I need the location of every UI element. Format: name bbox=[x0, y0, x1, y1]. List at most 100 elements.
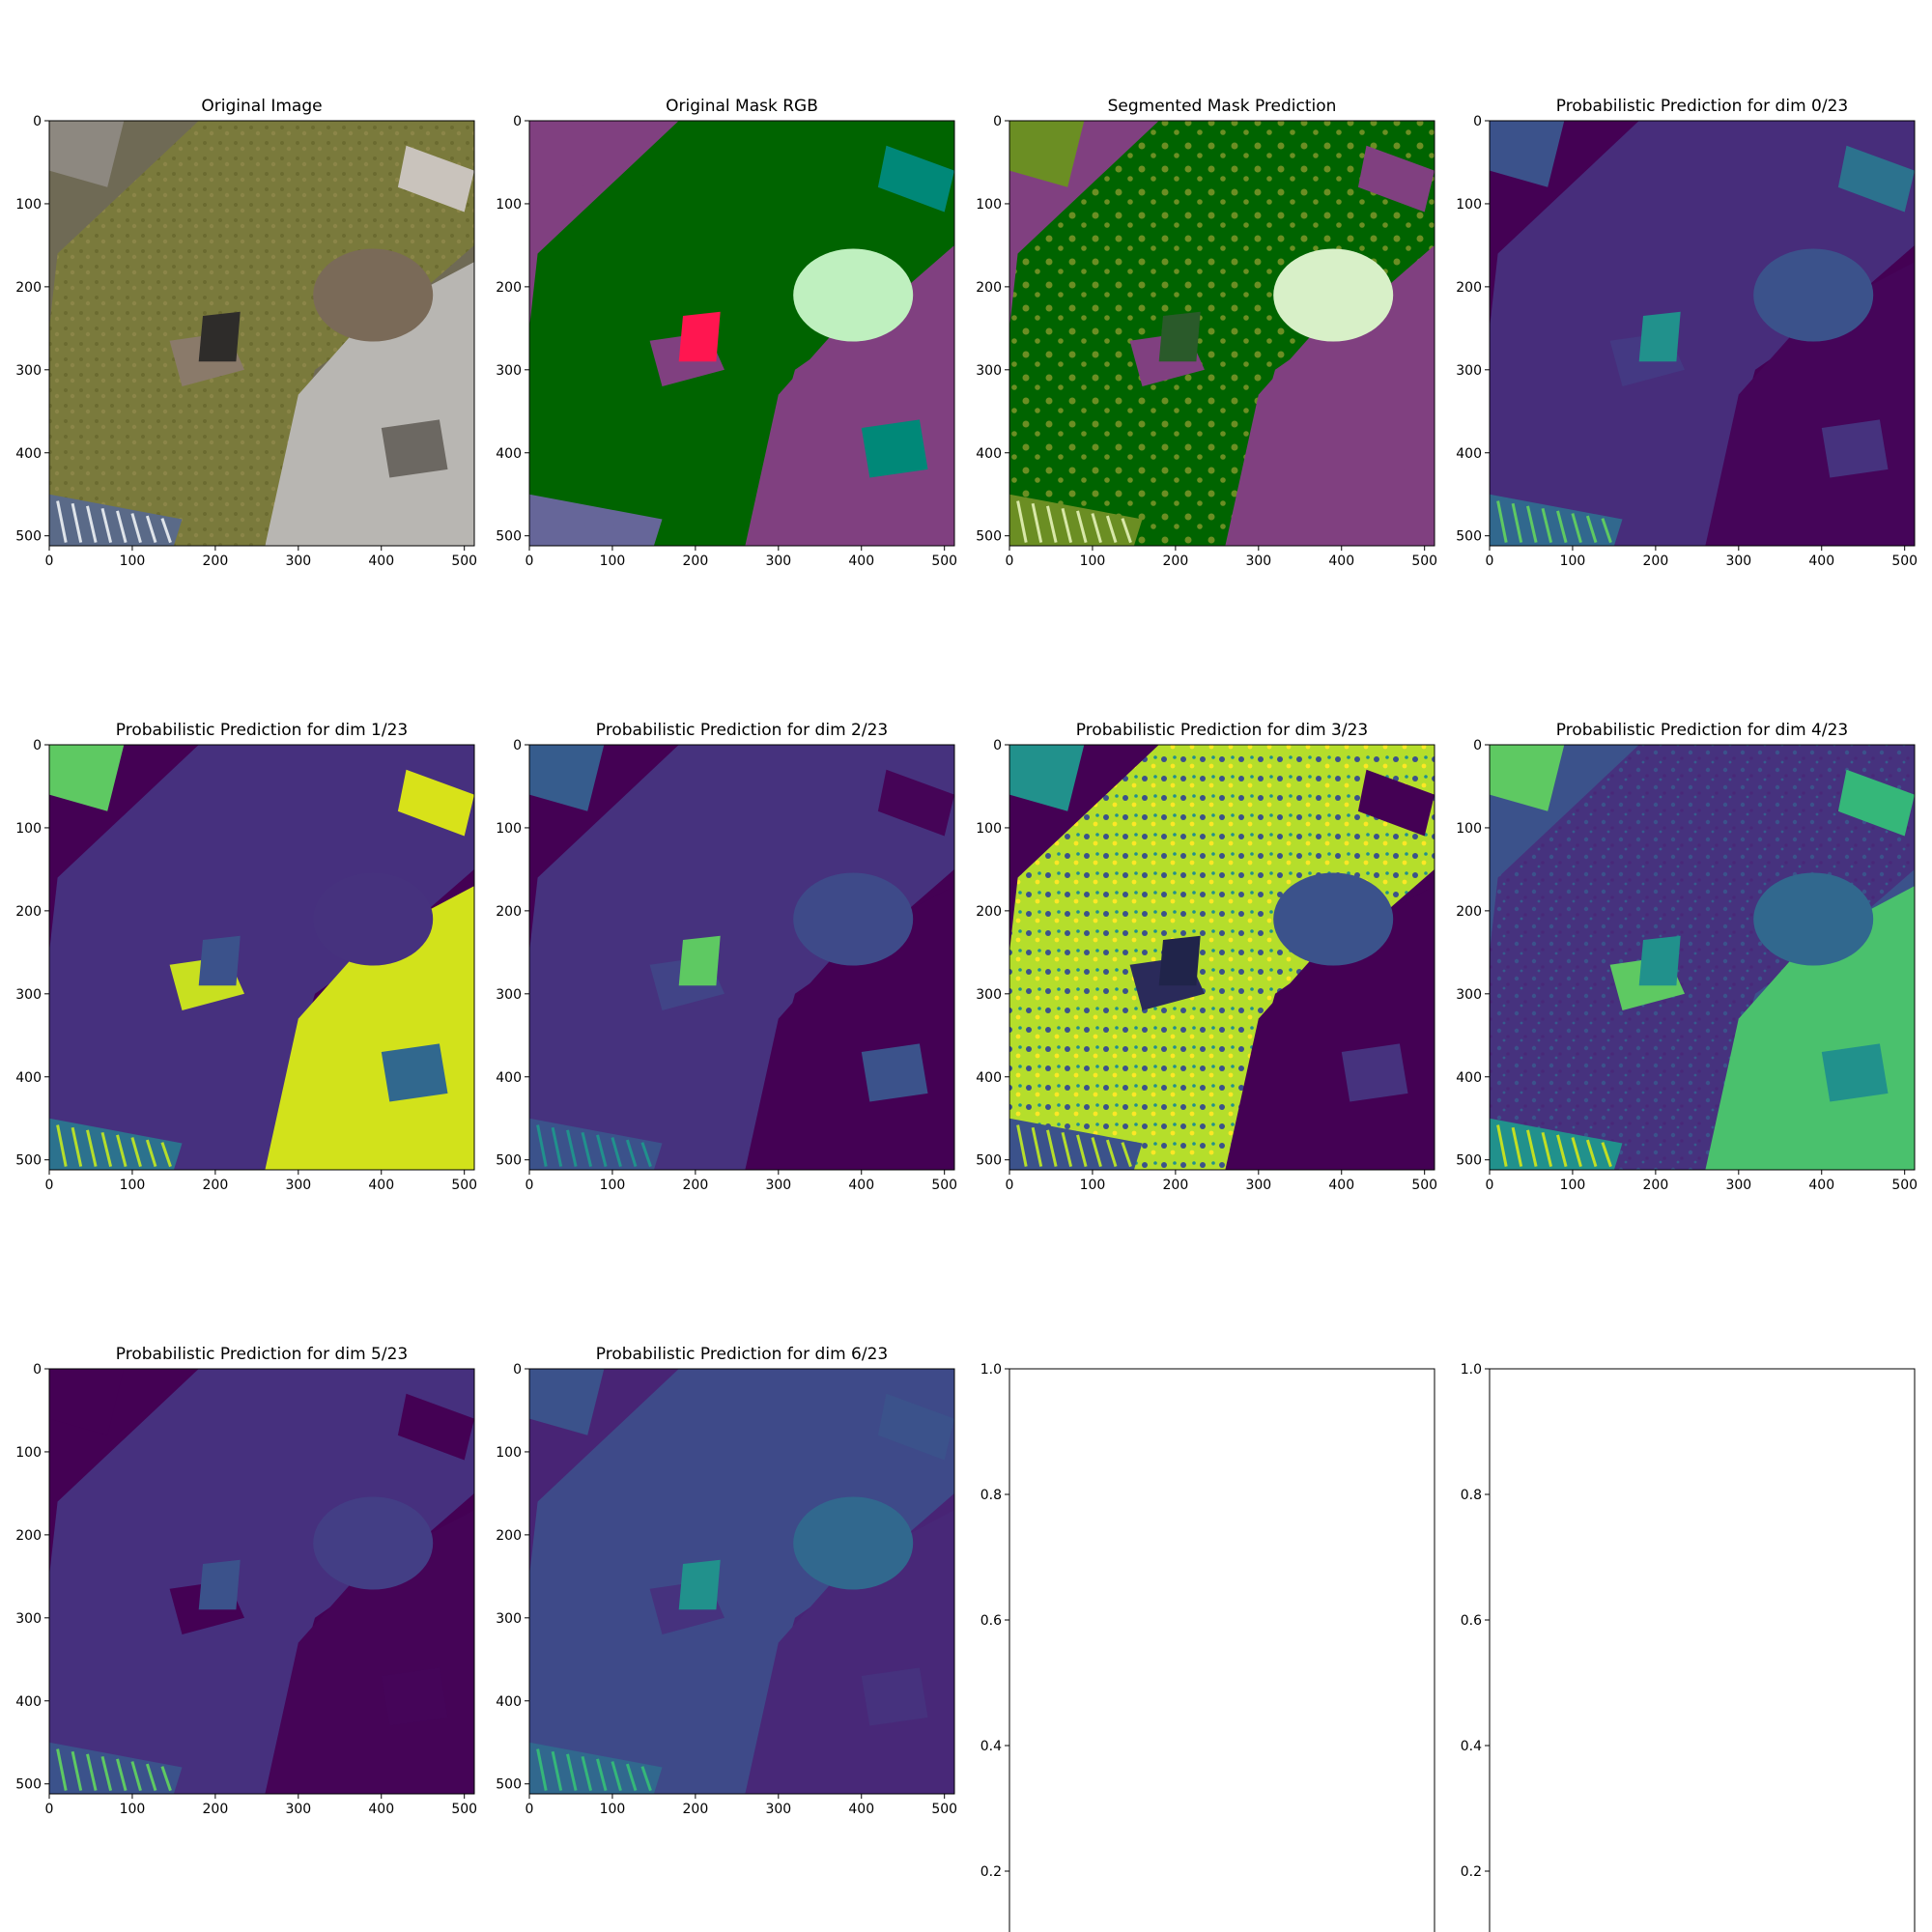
prob-fence-stripe bbox=[1571, 513, 1582, 544]
x-tick-label: 200 bbox=[683, 1178, 709, 1193]
prob-fence-stripe bbox=[1511, 502, 1523, 543]
prob-bench-region bbox=[397, 1393, 474, 1461]
prob-person-region bbox=[1638, 311, 1681, 362]
y-tick-label: 200 bbox=[976, 280, 1002, 296]
prob-fence-region bbox=[529, 1118, 663, 1170]
x-tick-label: 400 bbox=[848, 1178, 874, 1193]
prob-fence-stripe bbox=[1526, 1129, 1538, 1167]
prob-fence-stripe bbox=[551, 1126, 563, 1167]
segpred-person-region bbox=[1158, 311, 1201, 362]
prob-lawn-region bbox=[1490, 745, 1915, 1170]
segpred-corner-region bbox=[1009, 121, 1085, 187]
prob-fence-stripe bbox=[100, 1131, 113, 1167]
y-tick-label: 400 bbox=[496, 446, 522, 462]
mask-lawn-region bbox=[529, 121, 954, 546]
panel-prob-dim-2: Probabilistic Prediction for dim 2/23 0 10… bbox=[496, 721, 957, 1193]
y-tick-label: 300 bbox=[15, 1611, 42, 1627]
image-frame bbox=[1489, 120, 1916, 547]
prob-fence-stripe bbox=[145, 1763, 157, 1792]
y-tick-label: 100 bbox=[1456, 821, 1482, 837]
image-frame bbox=[48, 1368, 475, 1795]
y-tick-label: 500 bbox=[15, 1153, 42, 1169]
prob-shadow-region bbox=[1821, 1043, 1889, 1102]
y-tick-label: 200 bbox=[496, 904, 522, 920]
x-tick-label: 500 bbox=[451, 1178, 477, 1193]
panel-title: Original Image bbox=[201, 97, 322, 116]
prob-fence-stripe bbox=[71, 1126, 83, 1167]
prob-person-region bbox=[1638, 935, 1681, 986]
prob-fence-stripe bbox=[1016, 1124, 1028, 1167]
x-tick-label: 200 bbox=[1163, 1178, 1189, 1193]
y-tick-label: 400 bbox=[15, 1070, 42, 1086]
x-tick-label: 200 bbox=[683, 554, 709, 569]
mask-fence-stripe bbox=[596, 510, 608, 543]
prob-fence-stripe bbox=[56, 1124, 68, 1167]
y-tick-label: 0 bbox=[993, 114, 1002, 129]
panel-prob-dim-1: Probabilistic Prediction for dim 1/23 0 10… bbox=[15, 721, 477, 1193]
panel-title: Segmented Mask Prediction bbox=[1108, 97, 1337, 116]
y-tick-label: 200 bbox=[1456, 280, 1482, 296]
x-tick-label: 400 bbox=[1328, 554, 1354, 569]
y-tick-label: 400 bbox=[1456, 1070, 1482, 1086]
image-frame bbox=[48, 120, 475, 547]
y-tick-label: 0 bbox=[513, 738, 522, 753]
photo-fence-region bbox=[49, 494, 183, 546]
x-tick-label: 0 bbox=[1486, 1178, 1494, 1193]
x-tick-label: 500 bbox=[451, 1802, 477, 1817]
y-tick-label: 200 bbox=[496, 280, 522, 296]
prob-tree-region bbox=[1273, 872, 1394, 966]
y-tick-label: 0 bbox=[33, 738, 42, 753]
prob-lawn-region bbox=[529, 745, 954, 1170]
prob-fence-stripe bbox=[1121, 1142, 1132, 1168]
x-tick-label: 200 bbox=[203, 1802, 229, 1817]
segpred-fence-stripe bbox=[1076, 510, 1088, 543]
y-tick-label: 400 bbox=[496, 1694, 522, 1710]
prob-bench-region bbox=[1357, 769, 1435, 837]
y-tick-label: 0 bbox=[1473, 114, 1482, 129]
mask-shadow-region bbox=[861, 419, 928, 478]
x-tick-label: 0 bbox=[1486, 554, 1494, 569]
prob-paved-region bbox=[265, 1510, 474, 1794]
prob-lawn-region bbox=[1009, 745, 1435, 1170]
y-tick-label: 100 bbox=[496, 1445, 522, 1461]
y-tick-label: 300 bbox=[976, 363, 1002, 379]
prob-fence-stripe bbox=[145, 1139, 157, 1168]
y-tick-label: 0 bbox=[1473, 738, 1482, 753]
photo-bench-region bbox=[397, 145, 474, 213]
segpred-paved-region bbox=[1225, 262, 1435, 546]
y-tick-label: 0 bbox=[33, 1362, 42, 1378]
y-tick-label: 0 bbox=[513, 1362, 522, 1378]
panel-title: Original Mask RGB bbox=[666, 97, 818, 116]
y-tick-label: 200 bbox=[15, 904, 42, 920]
x-tick-label: 300 bbox=[765, 554, 791, 569]
y-tick-label: 100 bbox=[15, 197, 42, 213]
x-tick-label: 200 bbox=[683, 1802, 709, 1817]
x-tick-label: 300 bbox=[1725, 554, 1751, 569]
prob-fence-stripe bbox=[1585, 1139, 1598, 1168]
y-tick-label: 500 bbox=[496, 1777, 522, 1793]
prob-shadow-region bbox=[1821, 419, 1889, 478]
x-tick-label: 400 bbox=[368, 1802, 394, 1817]
mask-fence-stripe bbox=[611, 513, 622, 544]
prob-paved-region bbox=[745, 886, 954, 1170]
prob-fence-stripe bbox=[130, 1761, 142, 1792]
y-tick-label: 200 bbox=[496, 1528, 522, 1544]
panel-prob-dim-3: Probabilistic Prediction for dim 3/23 0 10… bbox=[976, 721, 1437, 1193]
photo-fence-stripe bbox=[130, 513, 142, 544]
prob-corner-region bbox=[529, 1369, 605, 1435]
x-tick-label: 100 bbox=[120, 1802, 146, 1817]
prob-fence-stripe bbox=[1496, 500, 1508, 543]
mask-person-region bbox=[678, 311, 721, 362]
prob-fence-stripe bbox=[640, 1142, 652, 1168]
empty-axes-frame bbox=[1489, 1368, 1916, 1932]
photo-fence-stripe bbox=[56, 500, 68, 543]
x-tick-label: 300 bbox=[285, 554, 311, 569]
prob-corner-region bbox=[1490, 745, 1565, 811]
x-tick-label: 0 bbox=[45, 1178, 54, 1193]
y-tick-label: 300 bbox=[496, 987, 522, 1003]
mask-fence-stripe bbox=[566, 505, 578, 543]
prob-shadow-region bbox=[861, 1667, 928, 1726]
x-tick-label: 0 bbox=[526, 554, 534, 569]
photo-lawn-region bbox=[49, 121, 474, 546]
